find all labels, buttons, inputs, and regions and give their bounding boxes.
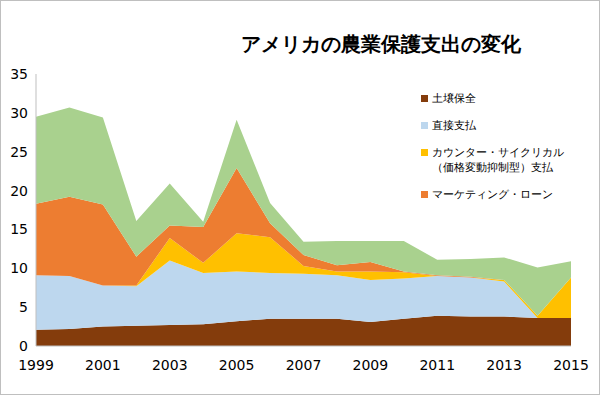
svg-text:2015: 2015 <box>553 357 589 373</box>
svg-text:2011: 2011 <box>419 357 455 373</box>
svg-text:20: 20 <box>10 183 28 199</box>
html-text:直接支払: 直接支払 <box>432 119 476 132</box>
html-text:カウンター・サイクリカル（価格変動抑制型）支払: カウンター・サイクリカル（価格変動抑制型）支払 <box>432 146 564 174</box>
svg-text:2001: 2001 <box>85 357 121 373</box>
html-text:土壌保全: 土壌保全 <box>432 92 476 105</box>
html-text:アメリカの農業保護支出の変化: アメリカの農業保護支出の変化 <box>241 32 521 56</box>
svg-text:2003: 2003 <box>152 357 188 373</box>
svg-text:0: 0 <box>19 338 28 354</box>
svg-text:30: 30 <box>10 105 28 121</box>
svg-text:15: 15 <box>10 221 28 237</box>
svg-text:35: 35 <box>10 66 28 82</box>
svg-text:2009: 2009 <box>353 357 389 373</box>
svg-text:2005: 2005 <box>219 357 255 373</box>
svg-text:2013: 2013 <box>486 357 522 373</box>
html-text:マーケティング・ローン: マーケティング・ローン <box>432 188 553 201</box>
svg-text:25: 25 <box>10 144 28 160</box>
svg-text:5: 5 <box>19 299 28 315</box>
svg-text:1999: 1999 <box>18 357 54 373</box>
svg-text:2007: 2007 <box>286 357 322 373</box>
svg-text:10: 10 <box>10 260 28 276</box>
